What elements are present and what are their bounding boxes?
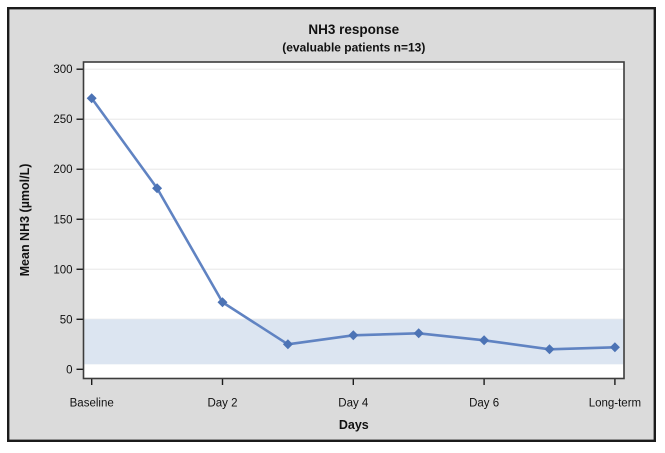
data-point-long-term [609,342,620,353]
reference-band [84,319,624,365]
y-tick-label-150: 150 [53,214,72,226]
y-tick-label-50: 50 [60,314,73,326]
chart-subtitle: (evaluable patients n=13) [282,41,425,55]
plot-border [82,61,625,380]
data-point-day-1 [152,183,163,194]
x-axis-title: Days [339,418,369,432]
chart-title: NH3 response [308,22,399,37]
data-point-day-2 [217,297,228,308]
y-tick-label-0: 0 [66,364,72,376]
y-tick-label-100: 100 [53,264,72,276]
data-point-day-7 [544,344,555,355]
x-tick-label-day-4: Day 4 [338,398,369,410]
x-tick-label-day-6: Day 6 [469,398,499,410]
y-tick-label-300: 300 [53,64,72,76]
data-point-baseline [86,93,97,104]
reference-band-layer [84,319,624,365]
y-tick-label-200: 200 [53,164,72,176]
data-point-day-5 [413,328,424,339]
data-point-day-3 [282,339,293,350]
data-point-day-6 [479,335,490,346]
x-tick-label-day-2: Day 2 [207,398,237,410]
series-layer [86,93,620,355]
axes: 0 50 100 150 200 250 300 Baseline Day 2 Day 4 Day … [53,64,641,409]
y-axis-title: Mean NH3 (µmol/L) [18,164,32,277]
y-tick-label-250: 250 [53,114,72,126]
data-point-day-4 [348,330,359,341]
x-tick-label-baseline: Baseline [70,398,114,410]
x-tick-label-long-term: Long-term [589,398,641,410]
